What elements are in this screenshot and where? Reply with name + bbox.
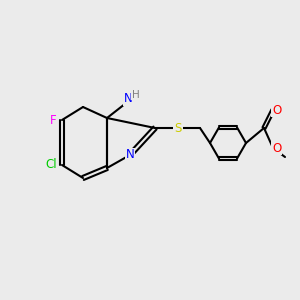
Text: N: N [124, 92, 133, 105]
Text: O: O [272, 142, 281, 154]
Text: O: O [272, 103, 281, 116]
Text: H: H [131, 90, 139, 100]
Text: F: F [50, 113, 57, 127]
Text: Cl: Cl [46, 158, 57, 172]
Text: N: N [126, 148, 134, 161]
Text: S: S [174, 122, 182, 134]
